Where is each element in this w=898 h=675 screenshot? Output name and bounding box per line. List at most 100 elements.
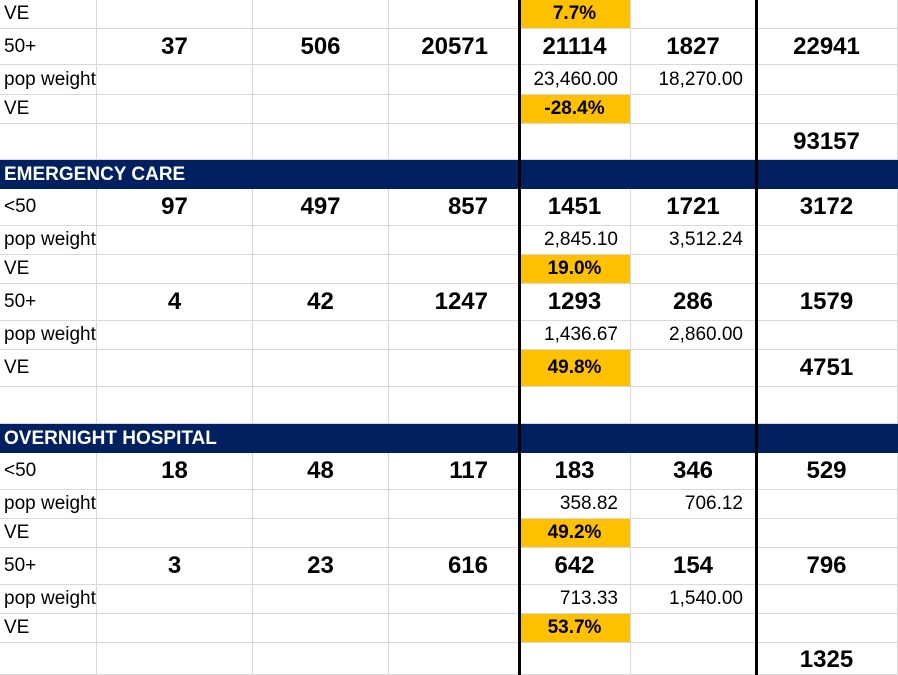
total-cell[interactable]: 1579 bbox=[756, 284, 898, 321]
cell[interactable] bbox=[631, 95, 756, 124]
cell[interactable] bbox=[253, 643, 389, 675]
ve-value[interactable]: 53.7% bbox=[519, 614, 631, 643]
ve-value[interactable]: 7.7% bbox=[519, 0, 631, 29]
pop-weighted-cell[interactable]: 18,270.00 bbox=[631, 65, 756, 95]
cell[interactable] bbox=[97, 519, 253, 548]
cell[interactable] bbox=[631, 350, 756, 387]
cell[interactable] bbox=[253, 124, 389, 160]
cell[interactable] bbox=[631, 0, 756, 29]
cell[interactable] bbox=[0, 387, 97, 424]
count-cell[interactable]: 497 bbox=[253, 189, 389, 226]
cell[interactable] bbox=[389, 490, 519, 519]
count-cell[interactable]: 117 bbox=[389, 453, 519, 490]
cell[interactable] bbox=[631, 255, 756, 284]
cell[interactable] bbox=[253, 95, 389, 124]
cell[interactable] bbox=[519, 387, 631, 424]
count-cell[interactable]: 506 bbox=[253, 29, 389, 65]
cell[interactable] bbox=[253, 350, 389, 387]
cell[interactable] bbox=[756, 65, 898, 95]
grand-total-cell[interactable]: 93157 bbox=[756, 124, 898, 160]
cell[interactable] bbox=[756, 95, 898, 124]
row-label[interactable]: 50+ bbox=[0, 548, 97, 585]
row-label[interactable]: VE bbox=[0, 519, 97, 548]
section-title[interactable]: OVERNIGHT HOSPITAL bbox=[4, 427, 217, 449]
cell[interactable] bbox=[389, 387, 519, 424]
cell[interactable] bbox=[389, 124, 519, 160]
count-cell[interactable]: 1247 bbox=[389, 284, 519, 321]
cell[interactable] bbox=[756, 321, 898, 350]
cell[interactable] bbox=[389, 350, 519, 387]
cell[interactable] bbox=[756, 0, 898, 29]
cell[interactable] bbox=[389, 255, 519, 284]
count-cell[interactable]: 3 bbox=[97, 548, 253, 585]
cell[interactable] bbox=[631, 614, 756, 643]
total-cell[interactable]: 529 bbox=[756, 453, 898, 490]
cell[interactable] bbox=[97, 643, 253, 675]
count-cell[interactable]: 616 bbox=[389, 548, 519, 585]
cell[interactable] bbox=[253, 585, 389, 614]
row-label[interactable]: VE bbox=[0, 95, 97, 124]
total-cell[interactable]: 3172 bbox=[756, 189, 898, 226]
cell[interactable] bbox=[631, 643, 756, 675]
count-cell[interactable]: 20571 bbox=[389, 29, 519, 65]
ve-value[interactable]: 19.0% bbox=[519, 255, 631, 284]
cell[interactable] bbox=[97, 387, 253, 424]
count-cell[interactable]: 97 bbox=[97, 189, 253, 226]
count-cell[interactable]: 42 bbox=[253, 284, 389, 321]
pop-weighted-cell[interactable]: 2,860.00 bbox=[631, 321, 756, 350]
cell[interactable] bbox=[97, 65, 253, 95]
cell[interactable] bbox=[389, 585, 519, 614]
cell[interactable] bbox=[631, 519, 756, 548]
cell[interactable] bbox=[519, 643, 631, 675]
cell[interactable] bbox=[0, 124, 97, 160]
cell[interactable] bbox=[97, 0, 253, 29]
count-cell[interactable]: 1293 bbox=[519, 284, 631, 321]
pop-weighted-cell[interactable]: 706.12 bbox=[631, 490, 756, 519]
row-label[interactable]: <50 bbox=[0, 189, 97, 226]
row-label[interactable]: VE bbox=[0, 0, 97, 29]
cell[interactable] bbox=[97, 490, 253, 519]
cell[interactable] bbox=[0, 643, 97, 675]
grand-total-cell[interactable]: 4751 bbox=[756, 350, 898, 387]
count-cell[interactable]: 21114 bbox=[519, 29, 631, 65]
pop-weighted-cell[interactable]: 3,512.24 bbox=[631, 226, 756, 255]
cell[interactable] bbox=[389, 226, 519, 255]
section-title[interactable]: EMERGENCY CARE bbox=[4, 163, 186, 185]
count-cell[interactable]: 286 bbox=[631, 284, 756, 321]
cell[interactable] bbox=[97, 614, 253, 643]
count-cell[interactable]: 1721 bbox=[631, 189, 756, 226]
pop-weighted-cell[interactable]: 358.82 bbox=[519, 490, 631, 519]
cell[interactable] bbox=[631, 124, 756, 160]
row-label[interactable]: <50 bbox=[0, 453, 97, 490]
row-label[interactable]: 50+ bbox=[0, 284, 97, 321]
cell[interactable] bbox=[389, 321, 519, 350]
cell[interactable] bbox=[756, 585, 898, 614]
row-label[interactable]: pop weighted bbox=[0, 226, 97, 255]
cell[interactable] bbox=[253, 490, 389, 519]
row-label[interactable]: 50+ bbox=[0, 29, 97, 65]
cell[interactable] bbox=[519, 124, 631, 160]
count-cell[interactable]: 642 bbox=[519, 548, 631, 585]
cell[interactable] bbox=[631, 387, 756, 424]
cell[interactable] bbox=[253, 0, 389, 29]
cell[interactable] bbox=[756, 614, 898, 643]
total-cell[interactable]: 796 bbox=[756, 548, 898, 585]
cell[interactable] bbox=[756, 255, 898, 284]
cell[interactable] bbox=[97, 350, 253, 387]
count-cell[interactable]: 37 bbox=[97, 29, 253, 65]
row-label[interactable]: pop weighted bbox=[0, 585, 97, 614]
cell[interactable] bbox=[253, 321, 389, 350]
cell[interactable] bbox=[97, 255, 253, 284]
count-cell[interactable]: 346 bbox=[631, 453, 756, 490]
row-label[interactable]: pop weighted bbox=[0, 65, 97, 95]
cell[interactable] bbox=[97, 226, 253, 255]
cell[interactable] bbox=[756, 387, 898, 424]
cell[interactable] bbox=[253, 65, 389, 95]
cell[interactable] bbox=[97, 124, 253, 160]
total-cell[interactable]: 22941 bbox=[756, 29, 898, 65]
row-label[interactable]: VE bbox=[0, 255, 97, 284]
cell[interactable] bbox=[253, 387, 389, 424]
count-cell[interactable]: 48 bbox=[253, 453, 389, 490]
cell[interactable] bbox=[389, 519, 519, 548]
cell[interactable] bbox=[756, 490, 898, 519]
